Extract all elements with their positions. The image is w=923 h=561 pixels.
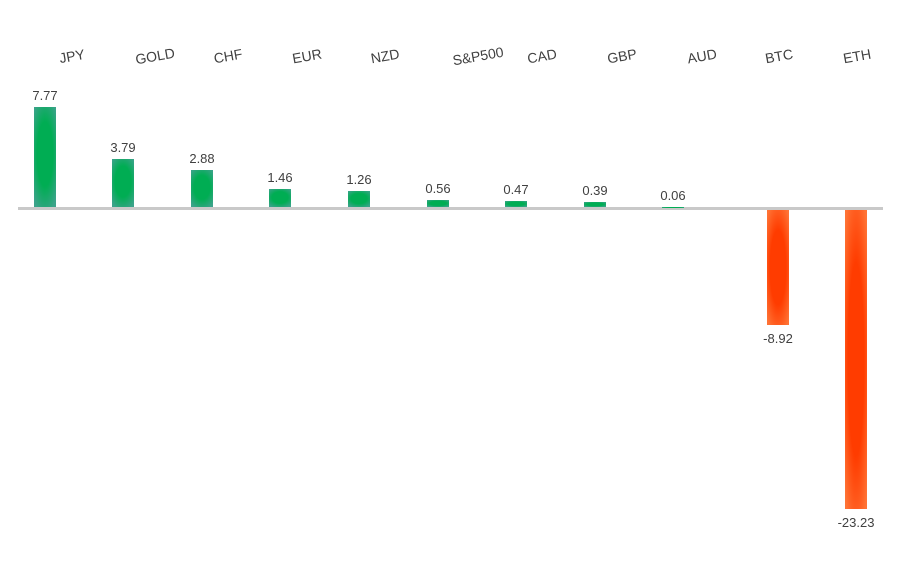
bar-value-label-aud: 0.06 [660, 187, 686, 203]
bar-nzd [348, 191, 370, 208]
bar-eth [845, 209, 867, 510]
bar-value-label-nzd: 1.26 [346, 172, 372, 188]
category-label-jpy: JPY [57, 45, 87, 67]
category-label-eth: ETH [841, 45, 873, 67]
bar-cad [505, 201, 527, 208]
bar-aud [662, 206, 684, 208]
category-label-aud: AUD [686, 45, 718, 67]
category-label-nzd: NZD [369, 45, 401, 67]
bar-eur [269, 188, 291, 208]
bar-value-label-btc: -8.92 [763, 330, 793, 346]
bar-btc [767, 209, 789, 325]
bar-value-label-eth: -23.23 [837, 515, 875, 531]
category-label-sp500: S&P500 [451, 43, 505, 69]
bar-gbp [584, 202, 606, 208]
bar-value-label-cad: 0.47 [503, 182, 529, 198]
bar-value-label-gold: 3.79 [110, 139, 136, 155]
bar-value-label-chf: 2.88 [189, 151, 215, 167]
bar-value-label-jpy: 7.77 [32, 88, 58, 104]
bar-value-label-eur: 1.46 [267, 169, 293, 185]
bar-gold [112, 158, 134, 208]
category-label-cad: CAD [526, 45, 558, 67]
bar-sp500 [427, 200, 449, 208]
category-label-gbp: GBP [606, 45, 638, 67]
category-label-gold: GOLD [134, 44, 176, 68]
bar-value-label-sp500: 0.56 [425, 181, 451, 197]
bar-value-label-gbp: 0.39 [582, 183, 608, 199]
bar-chf [191, 170, 213, 208]
category-label-chf: CHF [212, 45, 244, 67]
x-axis-line [18, 206, 883, 210]
category-label-eur: EUR [291, 45, 323, 67]
bar-jpy [34, 107, 56, 208]
category-label-btc: BTC [763, 45, 795, 67]
